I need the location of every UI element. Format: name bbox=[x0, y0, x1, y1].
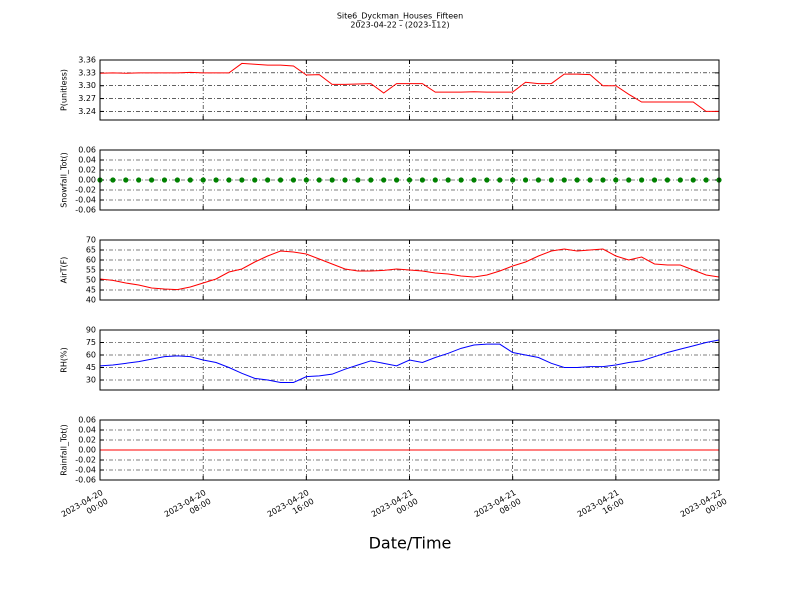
data-point bbox=[497, 177, 503, 183]
y-axis-label: Snowfall_Tot() bbox=[60, 152, 69, 208]
plot-frame bbox=[99, 239, 720, 301]
data-point bbox=[445, 177, 451, 183]
y-tick-label: 45 bbox=[86, 363, 96, 372]
y-tick-label: 0.06 bbox=[78, 146, 96, 155]
data-point bbox=[148, 177, 155, 183]
plot-frame bbox=[99, 329, 720, 391]
y-tick-label: 90 bbox=[86, 326, 96, 335]
plot-frame bbox=[99, 419, 720, 481]
data-point bbox=[510, 177, 516, 183]
y-tick-label: -0.02 bbox=[75, 456, 96, 465]
data-point bbox=[458, 177, 464, 183]
y-axis-label: AirT(F) bbox=[60, 257, 69, 284]
data-point bbox=[561, 177, 567, 183]
data-point bbox=[265, 177, 271, 183]
y-tick-label: 3.36 bbox=[78, 56, 96, 65]
data-point bbox=[432, 177, 438, 183]
chart-subtitle: 2023-04-22 - (2023-112) bbox=[350, 21, 449, 30]
y-tick-label: 50 bbox=[86, 276, 96, 285]
data-point bbox=[381, 177, 387, 183]
data-point bbox=[355, 177, 361, 183]
data-point bbox=[703, 177, 709, 183]
y-tick-label: 0.04 bbox=[78, 426, 96, 435]
y-tick-label: 40 bbox=[86, 296, 96, 305]
data-point bbox=[110, 177, 116, 183]
data-point bbox=[290, 177, 297, 183]
y-tick-label: 0.00 bbox=[78, 176, 96, 185]
y-tick-label: 3.24 bbox=[78, 107, 96, 116]
data-line bbox=[99, 339, 720, 383]
y-tick-label: -0.02 bbox=[75, 186, 96, 195]
y-tick-label: 30 bbox=[86, 376, 96, 385]
y-tick-label: 60 bbox=[86, 351, 96, 360]
data-point bbox=[329, 177, 335, 183]
data-point bbox=[213, 177, 219, 183]
data-point bbox=[123, 177, 129, 183]
data-point bbox=[200, 177, 206, 183]
y-axis-label: Rainfall_Tot() bbox=[60, 424, 69, 476]
x-axis-label: Date/Time bbox=[369, 534, 452, 553]
data-point bbox=[316, 177, 322, 183]
y-tick-label: 0.06 bbox=[78, 416, 96, 425]
y-tick-label: -0.04 bbox=[75, 196, 96, 205]
data-point bbox=[239, 177, 245, 183]
y-tick-label: 55 bbox=[86, 266, 96, 275]
data-point bbox=[587, 177, 593, 183]
data-line bbox=[99, 62, 719, 112]
y-tick-label: 3.33 bbox=[78, 68, 96, 77]
y-tick-label: 0.02 bbox=[78, 436, 96, 445]
plot-frame bbox=[99, 149, 720, 211]
y-tick-label: 60 bbox=[86, 256, 96, 265]
y-axis-label: RH(%) bbox=[60, 347, 69, 372]
data-point bbox=[677, 177, 683, 183]
data-point bbox=[368, 177, 374, 183]
data-line bbox=[99, 248, 720, 291]
y-tick-label: 45 bbox=[86, 286, 96, 295]
chart-title: Site6_Dyckman_Houses_Fifteen bbox=[337, 12, 463, 21]
y-tick-label: 0.04 bbox=[78, 156, 96, 165]
data-point bbox=[187, 177, 193, 183]
data-point bbox=[252, 177, 258, 183]
y-tick-label: -0.06 bbox=[75, 206, 96, 215]
data-point bbox=[639, 177, 645, 183]
data-point bbox=[651, 177, 658, 183]
data-point bbox=[419, 177, 425, 183]
data-point bbox=[136, 177, 142, 183]
data-point bbox=[522, 177, 529, 183]
data-point bbox=[303, 177, 309, 183]
data-point bbox=[613, 177, 619, 183]
data-point bbox=[471, 177, 477, 183]
data-point bbox=[574, 177, 580, 183]
data-point bbox=[406, 177, 413, 183]
y-tick-label: 3.27 bbox=[78, 94, 96, 103]
y-axis-label: P(unitless) bbox=[60, 69, 69, 111]
y-tick-label: -0.04 bbox=[75, 466, 96, 475]
y-tick-label: 65 bbox=[86, 246, 96, 255]
data-point bbox=[626, 177, 632, 183]
data-point bbox=[600, 177, 606, 183]
data-point bbox=[161, 177, 168, 183]
y-tick-label: 0.00 bbox=[78, 446, 96, 455]
y-tick-label: -0.06 bbox=[75, 476, 96, 485]
y-tick-label: 3.30 bbox=[78, 81, 96, 90]
data-point bbox=[174, 177, 180, 183]
data-point bbox=[226, 177, 232, 183]
data-point bbox=[277, 177, 284, 183]
data-point bbox=[484, 177, 490, 183]
data-point bbox=[664, 177, 671, 183]
plot-frame bbox=[99, 59, 720, 121]
y-tick-label: 70 bbox=[86, 236, 96, 245]
data-point bbox=[690, 177, 696, 183]
data-point bbox=[394, 177, 400, 183]
y-tick-label: 75 bbox=[86, 338, 96, 347]
y-tick-label: 0.02 bbox=[78, 166, 96, 175]
data-point bbox=[535, 177, 542, 183]
data-point bbox=[342, 177, 348, 183]
data-point bbox=[548, 177, 554, 183]
